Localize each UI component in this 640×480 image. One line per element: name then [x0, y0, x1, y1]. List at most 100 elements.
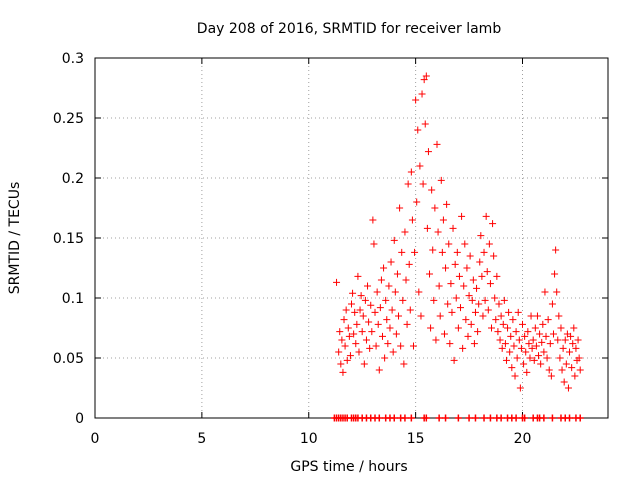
- data-point: [458, 212, 466, 220]
- data-point: [433, 140, 441, 148]
- data-point: [428, 186, 436, 194]
- data-point: [407, 168, 415, 176]
- data-point: [509, 316, 517, 324]
- data-point: [378, 332, 386, 340]
- zero-point: [566, 414, 574, 422]
- data-point: [519, 320, 526, 328]
- data-point: [397, 342, 405, 350]
- data-point: [479, 312, 487, 320]
- chart-title: Day 208 of 2016, SRMTID for receiver lam…: [197, 21, 502, 37]
- data-point: [336, 328, 344, 336]
- data-point: [395, 312, 403, 320]
- data-point: [427, 324, 435, 332]
- data-point: [521, 332, 529, 340]
- data-point: [413, 198, 421, 206]
- data-point: [386, 324, 394, 332]
- data-point: [531, 324, 539, 332]
- y-tick-label: 0.3: [62, 51, 84, 67]
- zero-point: [548, 414, 556, 422]
- data-point: [403, 320, 411, 328]
- data-point: [366, 344, 374, 352]
- data-point: [447, 280, 455, 288]
- zero-point: [465, 414, 473, 422]
- data-point: [350, 330, 358, 338]
- data-point: [440, 330, 448, 338]
- data-point: [451, 260, 459, 268]
- data-point: [474, 328, 482, 336]
- data-point: [349, 289, 357, 297]
- y-tick-label: 0.25: [53, 111, 84, 127]
- data-point: [551, 270, 559, 278]
- data-point: [495, 300, 503, 308]
- data-point: [525, 340, 533, 348]
- data-point: [529, 336, 537, 344]
- data-point: [536, 330, 544, 338]
- data-point: [402, 276, 410, 284]
- data-point: [506, 348, 514, 356]
- axis-ticks: 0 5 10 15 20 0 0.05 0.1 0.15 0.2 0.25 0.3: [53, 51, 608, 447]
- data-point: [559, 344, 567, 352]
- data-point: [504, 324, 512, 332]
- data-point: [406, 306, 414, 314]
- data-point: [501, 340, 509, 348]
- data-point: [556, 354, 564, 362]
- data-point: [482, 212, 490, 220]
- data-point: [457, 304, 465, 312]
- data-point: [553, 288, 561, 296]
- data-point: [424, 148, 432, 156]
- data-point: [392, 330, 400, 338]
- data-point: [373, 288, 381, 296]
- y-tick-label: 0.1: [62, 291, 84, 307]
- data-point: [389, 348, 397, 356]
- data-point: [412, 96, 420, 104]
- x-tick-label: 0: [91, 431, 100, 447]
- data-point: [566, 348, 574, 356]
- data-point: [524, 328, 532, 336]
- data-point: [530, 356, 538, 364]
- data-point: [408, 216, 416, 224]
- data-point: [355, 348, 363, 356]
- data-point: [561, 336, 569, 344]
- data-point: [555, 312, 563, 320]
- data-point: [434, 228, 442, 236]
- data-point: [348, 300, 355, 308]
- data-point: [538, 338, 546, 346]
- data-point: [385, 282, 393, 290]
- data-point: [344, 324, 352, 332]
- zero-point: [486, 414, 494, 422]
- data-point: [481, 296, 489, 304]
- x-tick-label: 15: [407, 431, 425, 447]
- y-tick-label: 0.15: [53, 231, 84, 247]
- data-point: [369, 216, 377, 224]
- data-point: [414, 126, 422, 134]
- data-point: [549, 330, 557, 338]
- x-tick-label: 10: [300, 431, 318, 447]
- data-point: [384, 340, 392, 348]
- zero-point: [480, 414, 488, 422]
- data-point: [554, 336, 562, 344]
- data-point: [444, 300, 452, 308]
- data-point: [422, 72, 430, 80]
- data-point: [540, 348, 548, 356]
- data-point: [416, 162, 424, 170]
- data-point: [435, 282, 443, 290]
- data-point: [367, 301, 375, 309]
- data-point: [528, 344, 536, 352]
- data-point: [486, 280, 494, 288]
- data-point: [374, 320, 382, 328]
- data-point: [571, 372, 579, 380]
- data-point: [558, 366, 566, 374]
- data-point: [533, 312, 541, 320]
- y-tick-label: 0.2: [62, 171, 84, 187]
- data-point: [527, 312, 535, 320]
- data-point: [460, 282, 468, 290]
- data-point: [511, 372, 519, 380]
- x-tick-label: 20: [514, 431, 532, 447]
- data-point: [372, 342, 380, 350]
- data-point: [465, 292, 473, 300]
- data-point: [496, 336, 504, 344]
- data-point: [420, 76, 428, 84]
- data-point: [532, 342, 540, 350]
- data-point: [492, 316, 500, 324]
- data-point: [443, 200, 451, 208]
